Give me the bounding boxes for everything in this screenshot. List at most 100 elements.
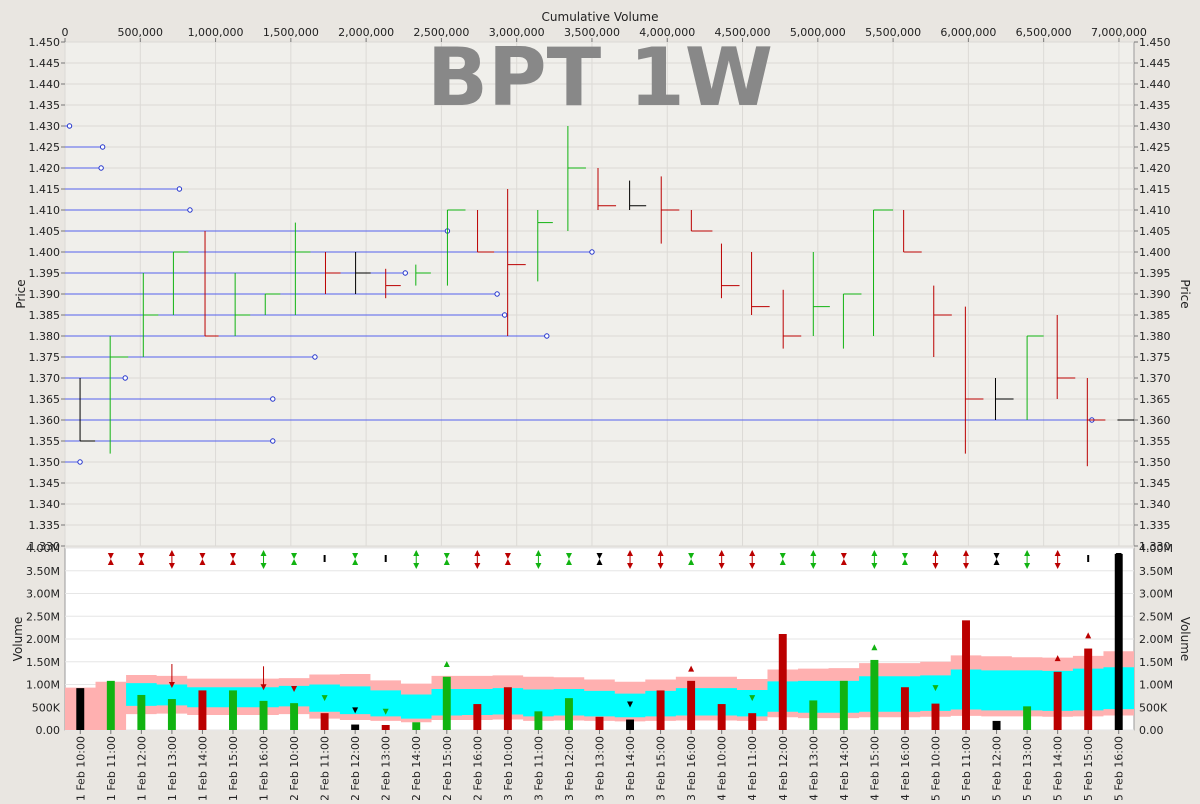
signal-triangle — [688, 553, 695, 559]
level-line-end — [77, 459, 83, 465]
signal-arrow-head — [627, 550, 634, 556]
price-tick-label: 1.420 — [29, 162, 61, 175]
volume-bar — [137, 694, 146, 730]
price-axis-label-left: Price — [14, 279, 28, 308]
price-tick-label: 1.345 — [1139, 477, 1171, 490]
volume-marker — [352, 707, 359, 714]
level-line-end — [122, 375, 128, 381]
volume-tick-label: 4.00M — [1139, 542, 1173, 555]
volume-tick-label: 2.50M — [1139, 610, 1173, 623]
price-tick-label: 1.415 — [29, 183, 61, 196]
volume-bar — [687, 680, 696, 730]
level-line-end — [544, 333, 550, 339]
signal-layer — [107, 550, 1122, 569]
signal-triangle — [565, 553, 572, 559]
signal-arrow-head — [168, 563, 175, 569]
volume-tick-label: 1.00M — [26, 679, 60, 692]
cumulative-tick-label: 6,000,000 — [940, 26, 996, 39]
price-tick-label: 1.440 — [29, 78, 61, 91]
price-tick-label: 1.380 — [1139, 330, 1171, 343]
volume-bar — [809, 700, 818, 730]
price-tick-label: 1.340 — [1139, 498, 1171, 511]
signal-triangle — [138, 559, 145, 565]
signal-triangle — [229, 553, 236, 559]
signal-triangle — [504, 553, 511, 559]
volume-bar — [717, 704, 726, 730]
time-tick-label: 12 Feb 11:00 — [319, 736, 332, 800]
time-tick-label: 11 Feb 11:00 — [105, 736, 118, 800]
volume-tick-label: 0.00 — [36, 724, 61, 737]
price-tick-label: 1.435 — [29, 99, 61, 112]
signal-triangle — [443, 559, 450, 565]
volume-bar — [931, 703, 940, 730]
signal-triangle — [1115, 559, 1122, 565]
signal-triangle — [1115, 553, 1122, 559]
price-tick-label: 1.335 — [1139, 519, 1171, 532]
time-tick-label: 11 Feb 15:00 — [227, 736, 240, 800]
time-tick-label: 14 Feb 12:00 — [777, 736, 790, 800]
price-tick-label: 1.415 — [1139, 183, 1171, 196]
volume-bar — [442, 676, 451, 730]
signal-arrow-head — [535, 550, 542, 556]
level-line-end — [270, 438, 276, 444]
price-tick-label: 1.365 — [29, 393, 61, 406]
price-tick-label: 1.360 — [1139, 414, 1171, 427]
volume-tick-label: 1.50M — [1139, 656, 1173, 669]
volume-marker — [627, 701, 634, 708]
price-tick-label: 1.450 — [29, 36, 61, 49]
cumulative-tick-label: 7,000,000 — [1091, 26, 1147, 39]
volume-marker-layer — [168, 632, 1092, 715]
signal-arrow-head — [413, 563, 420, 569]
price-tick-label: 1.335 — [29, 519, 61, 532]
volume-bar — [290, 703, 299, 730]
price-tick-label: 1.370 — [1139, 372, 1171, 385]
signal-triangle — [291, 559, 298, 565]
signal-triangle — [138, 553, 145, 559]
price-tick-label: 1.430 — [29, 120, 61, 133]
time-tick-label: 11 Feb 14:00 — [196, 736, 209, 800]
volume-marker — [688, 665, 695, 672]
price-tick-label: 1.375 — [29, 351, 61, 364]
cumulative-tick-label: 0 — [62, 26, 69, 39]
time-tick-label: 15 Feb 11:00 — [960, 736, 973, 800]
signal-triangle — [107, 553, 114, 559]
signal-arrow-head — [1024, 563, 1031, 569]
signal-triangle — [352, 553, 359, 559]
time-tick-label: 11 Feb 13:00 — [166, 736, 179, 800]
volume-tick-label: 2.00M — [1139, 633, 1173, 646]
volume-tick-label: 3.00M — [26, 588, 60, 601]
signal-arrow-head — [1054, 550, 1061, 556]
cumulative-tick-label: 2,500,000 — [413, 26, 469, 39]
volume-tick-label: 1.00M — [1139, 679, 1173, 692]
volume-bar — [1114, 553, 1123, 730]
volume-marker — [321, 695, 328, 702]
signal-arrow-head — [871, 563, 878, 569]
volume-tick-label: 500K — [32, 701, 61, 714]
level-line-end — [589, 249, 595, 255]
price-tick-label: 1.385 — [1139, 309, 1171, 322]
volume-bar — [656, 690, 665, 730]
signal-arrow-head — [474, 563, 481, 569]
signal-triangle — [840, 553, 847, 559]
volume-bar — [595, 716, 604, 730]
signal-triangle — [199, 559, 206, 565]
volume-axis-label-right: Volume — [1178, 617, 1192, 662]
volume-bar — [748, 713, 757, 730]
signal-triangle — [107, 559, 114, 565]
time-tick-label: 13 Feb 15:00 — [655, 736, 668, 800]
time-tick-label: 13 Feb 14:00 — [624, 736, 637, 800]
signal-arrow-head — [627, 563, 634, 569]
signal-arrow-head — [749, 563, 756, 569]
level-line-end — [66, 123, 73, 129]
price-tick-label: 1.370 — [29, 372, 61, 385]
price-tick-label: 1.440 — [1139, 78, 1171, 91]
volume-marker — [749, 695, 756, 702]
volume-bar — [870, 659, 879, 730]
signal-arrow-head — [718, 563, 725, 569]
time-tick-label: 12 Feb 10:00 — [288, 736, 301, 800]
price-tick-label: 1.330 — [1139, 540, 1171, 553]
price-tick-label: 1.385 — [29, 309, 61, 322]
signal-arrow-head — [810, 563, 817, 569]
volume-bar — [534, 711, 543, 730]
price-tick-label: 1.400 — [1139, 246, 1171, 259]
